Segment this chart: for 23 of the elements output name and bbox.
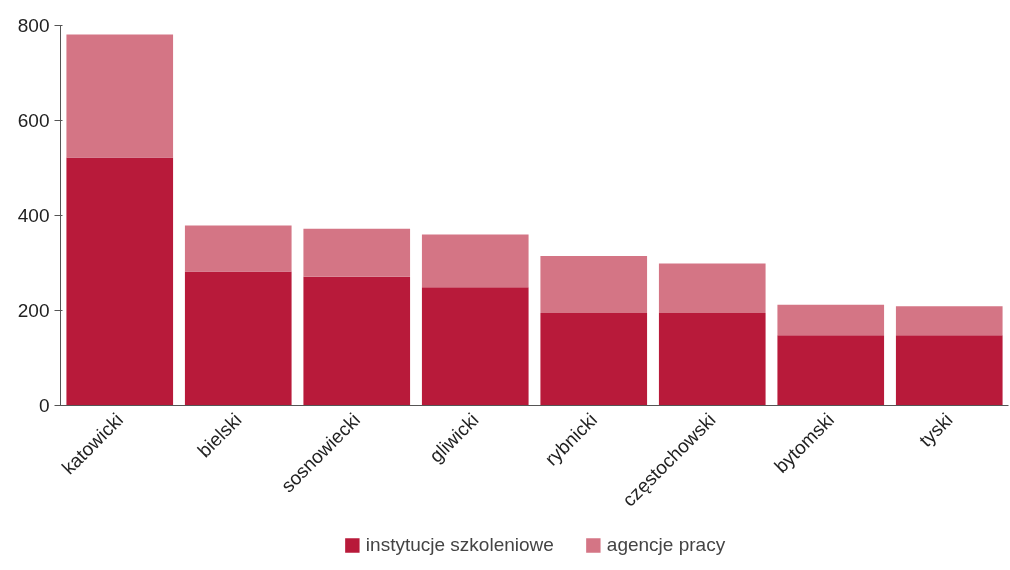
bar xyxy=(421,234,529,288)
bar xyxy=(303,276,411,406)
bar xyxy=(184,271,292,406)
legend-label: instytucje szkoleniowe xyxy=(365,534,554,556)
bar xyxy=(303,228,411,277)
bar xyxy=(540,312,648,406)
bar xyxy=(895,335,1003,406)
legend-label: agencje pracy xyxy=(606,534,726,556)
bar xyxy=(421,287,529,406)
bar xyxy=(66,157,174,406)
bar xyxy=(540,255,648,313)
y-tick-label: 600 xyxy=(17,110,50,131)
y-tick-label: 800 xyxy=(17,15,50,36)
bar xyxy=(777,304,885,336)
y-tick-label: 0 xyxy=(38,395,50,416)
bar xyxy=(658,312,766,406)
bar xyxy=(658,263,766,313)
bar xyxy=(895,306,1003,336)
y-tick-label: 200 xyxy=(17,300,50,321)
bar xyxy=(184,225,292,272)
bar xyxy=(66,34,174,158)
y-tick-label: 400 xyxy=(17,205,50,226)
bar xyxy=(777,335,885,406)
